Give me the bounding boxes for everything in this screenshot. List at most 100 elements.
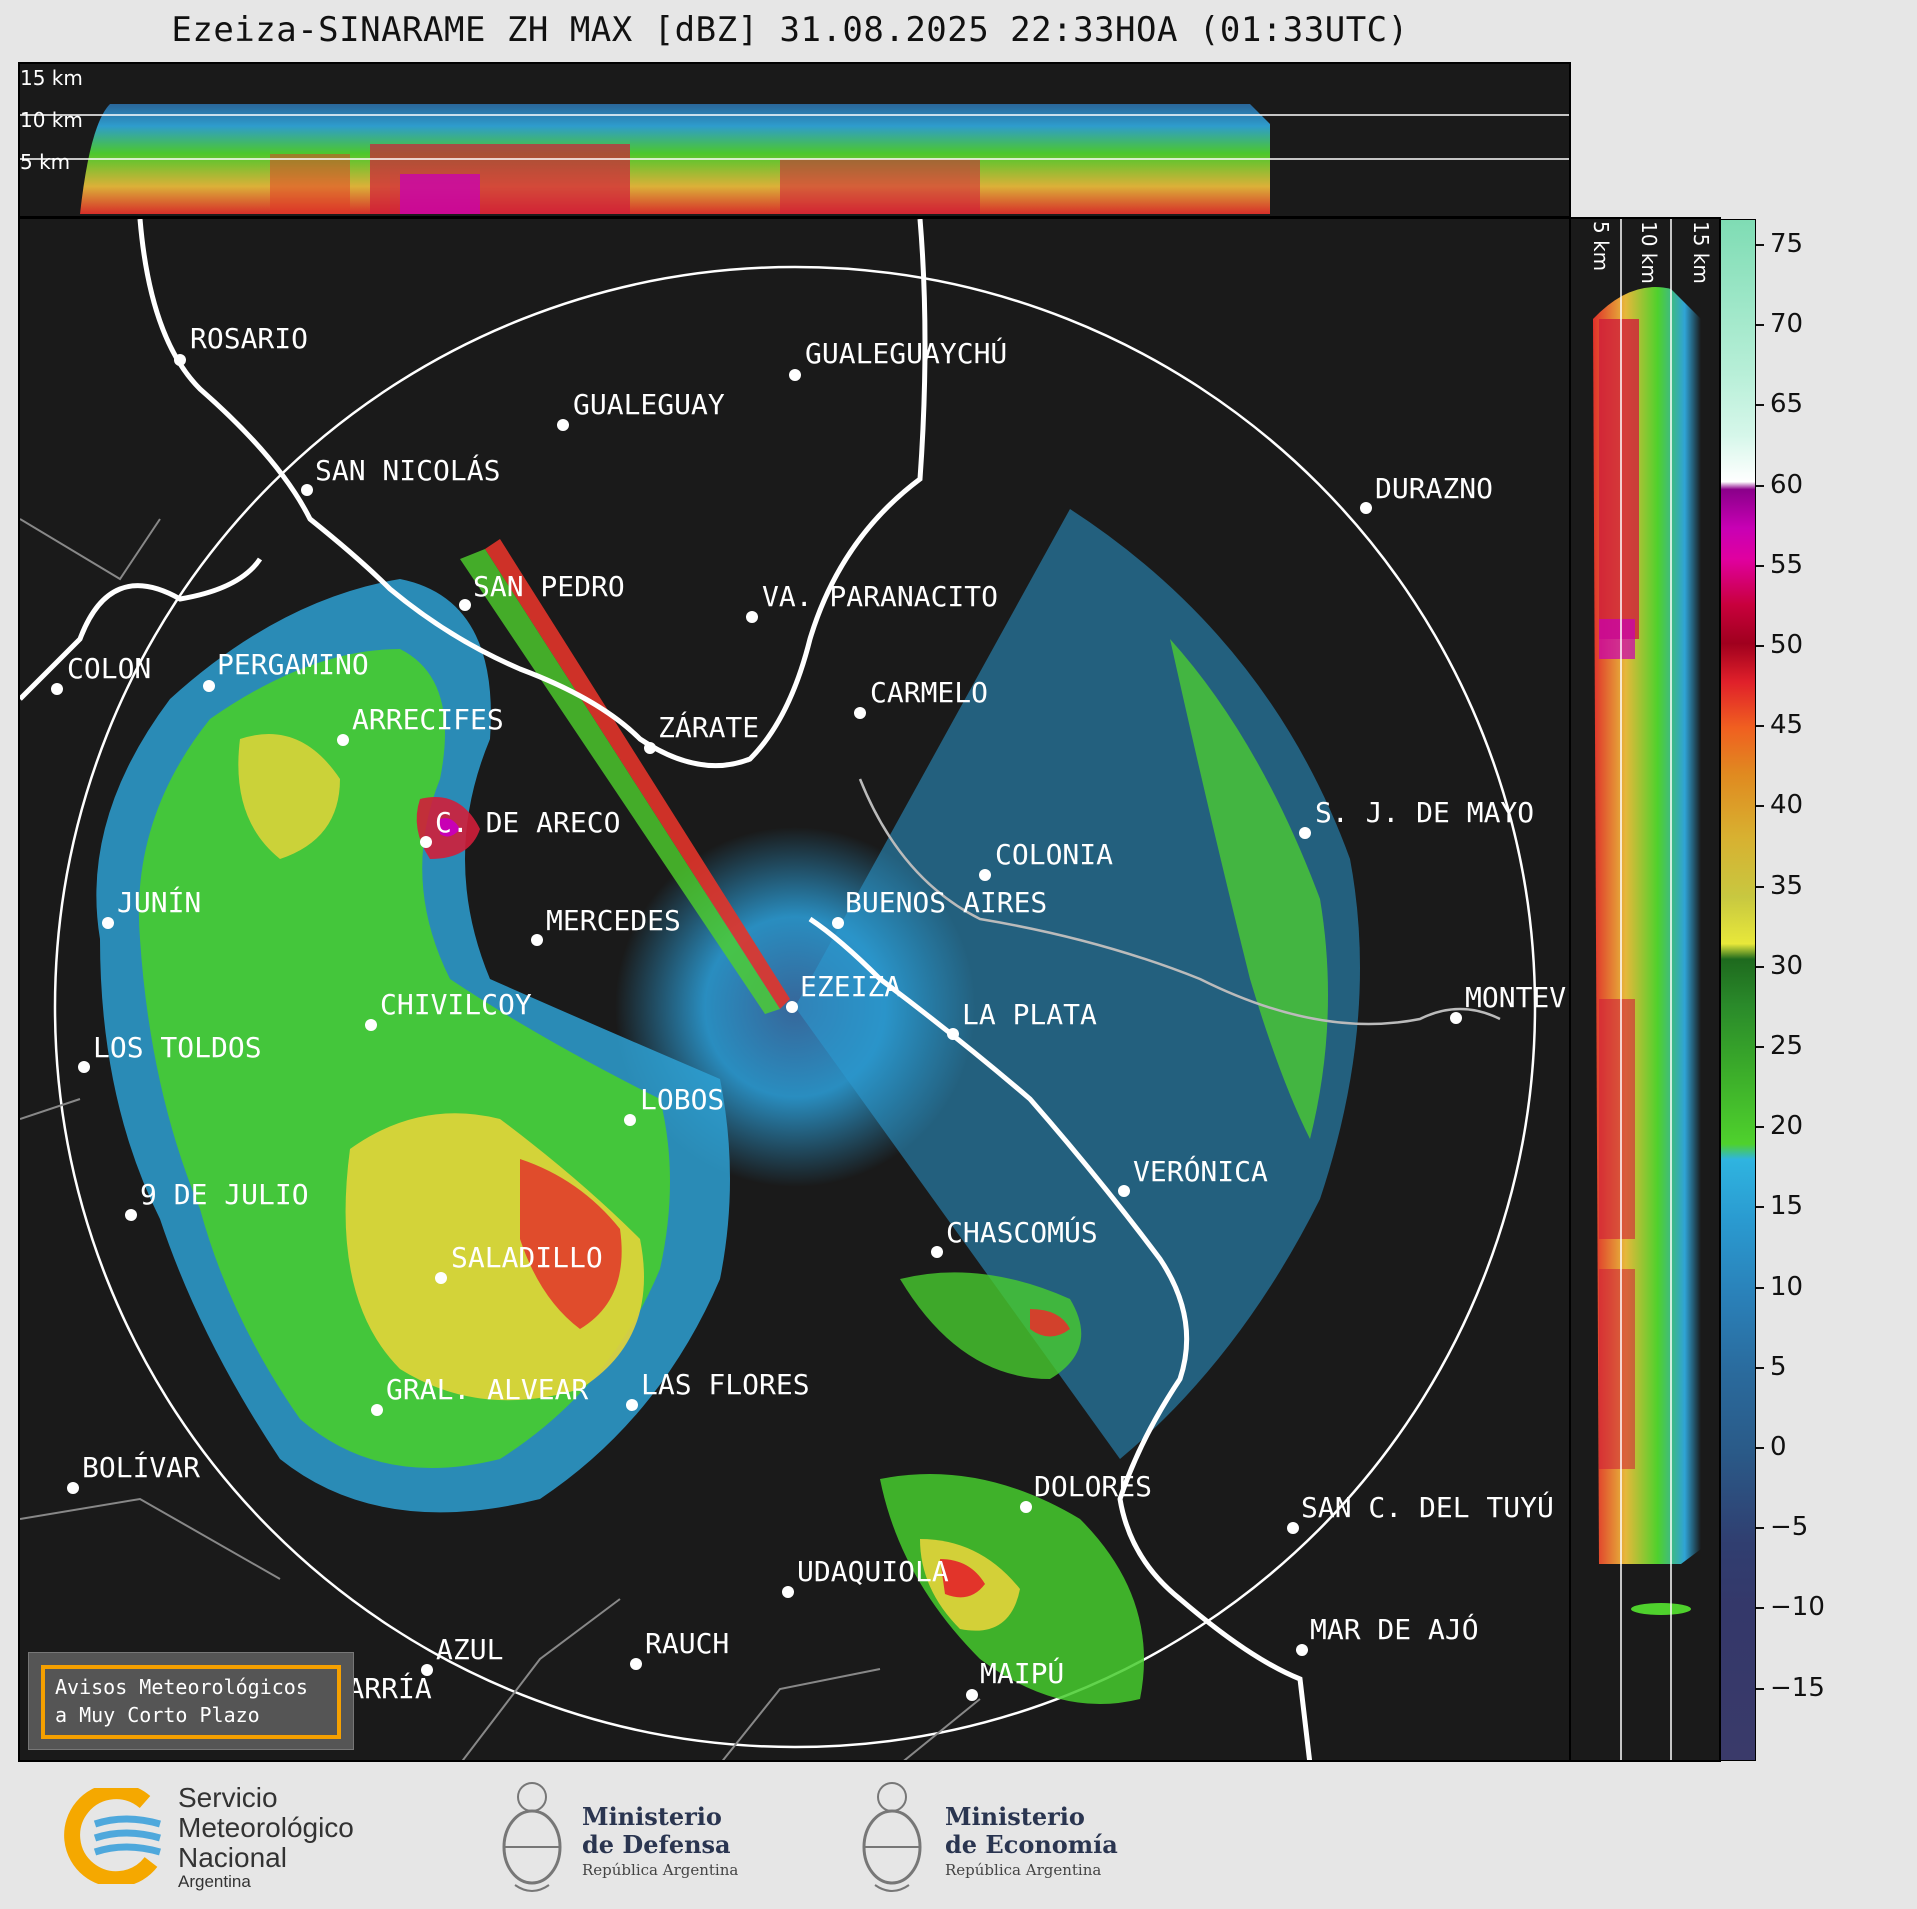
radar-map-panel xyxy=(18,217,1571,1762)
alert-link[interactable]: Avisos Meteorológicos a Muy Corto Plazo xyxy=(41,1665,341,1739)
colorbar-tick-label: 20 xyxy=(1770,1111,1804,1142)
city-label-dolores: DOLORES xyxy=(1034,1470,1153,1503)
side-cross-section-plot xyxy=(1593,219,1701,1760)
city-dot xyxy=(624,1114,636,1126)
city-label-arrecifes: ARRECIFES xyxy=(352,703,504,736)
colorbar-tick: 55 xyxy=(1755,549,1804,580)
city-dot xyxy=(832,917,844,929)
city-label-gualeguaychu: GUALEGUAYCHÚ xyxy=(805,337,1008,370)
smn-line-4: Argentina xyxy=(178,1872,251,1891)
city-dot xyxy=(435,1272,447,1284)
colorbar-tick: 70 xyxy=(1755,309,1804,340)
city-label-lobos: LOBOS xyxy=(640,1083,725,1116)
colorbar-tick-label: 5 xyxy=(1770,1351,1787,1382)
city-dot xyxy=(782,1586,794,1598)
colorbar-tick: 50 xyxy=(1755,630,1804,660)
city-label-gral-alvear: GRAL. ALVEAR xyxy=(386,1373,589,1406)
city-dot xyxy=(174,354,186,366)
city-dot xyxy=(1287,1522,1299,1534)
city-label-colonia: COLONIA xyxy=(995,838,1114,871)
city-label-s-j-de-mayo: S. J. DE MAYO xyxy=(1315,796,1535,829)
city-label-chascomus: CHASCOMÚS xyxy=(946,1216,1098,1249)
colorbar-tick: 30 xyxy=(1755,950,1804,981)
colorbar-tick-label: 30 xyxy=(1770,950,1804,981)
colorbar-tick: 45 xyxy=(1755,710,1804,741)
smn-logo-icon xyxy=(64,1788,161,1884)
city-dot xyxy=(746,611,758,623)
city-dot xyxy=(966,1689,978,1701)
city-dot xyxy=(78,1061,90,1073)
city-dot xyxy=(337,734,349,746)
dbz-colorbar xyxy=(1720,219,1756,1761)
city-label-colon: COLON xyxy=(67,652,152,685)
colorbar-tick-label: 60 xyxy=(1770,469,1804,500)
city-label-rauch: RAUCH xyxy=(645,1627,730,1660)
city-label-durazno: DURAZNO xyxy=(1375,472,1494,505)
city-dot xyxy=(947,1028,959,1040)
defensa-line-3: República Argentina xyxy=(582,1861,739,1879)
economia-line-2: de Economía xyxy=(945,1830,1118,1859)
colorbar-tick: −15 xyxy=(1756,1673,1825,1703)
city-label-la-plata: LA PLATA xyxy=(962,998,1097,1031)
city-dot xyxy=(786,1001,798,1013)
top-alt-label-5km: 5 km xyxy=(20,150,71,174)
side-cross-section-panel: 5 km 10 km 15 km xyxy=(1569,217,1721,1762)
city-dot xyxy=(1296,1644,1308,1656)
colorbar-tick: −5 xyxy=(1755,1512,1808,1542)
city-label-san-pedro: SAN PEDRO xyxy=(473,570,625,603)
radar-range-ring xyxy=(53,265,1537,1749)
alert-line-2: a Muy Corto Plazo xyxy=(55,1703,260,1727)
colorbar-tick: 10 xyxy=(1755,1271,1804,1302)
city-dot xyxy=(421,1664,433,1676)
side-alt-label-10km: 10 km xyxy=(1637,221,1661,284)
city-dot xyxy=(365,1019,377,1031)
colorbar-tick-label: 75 xyxy=(1770,229,1804,259)
colorbar-tick-label: 55 xyxy=(1770,549,1804,580)
colorbar-tick: −10 xyxy=(1756,1592,1825,1623)
city-label-buenos-aires: BUENOS AIRES xyxy=(845,886,1048,919)
city-label-san-nicolas: SAN NICOLÁS xyxy=(315,454,501,487)
city-dot xyxy=(125,1209,137,1221)
colorbar-tick-label: 40 xyxy=(1770,790,1804,821)
colorbar-tick-label: 70 xyxy=(1770,309,1804,340)
city-dot xyxy=(459,599,471,611)
colorbar-tick-label: 25 xyxy=(1770,1031,1804,1061)
city-label-bolivar: BOLÍVAR xyxy=(82,1451,201,1484)
city-dot xyxy=(371,1404,383,1416)
city-label-pergamino: PERGAMINO xyxy=(217,648,369,681)
city-label-udaquiola: UDAQUIOLA xyxy=(797,1555,949,1588)
alert-box[interactable]: Avisos Meteorológicos a Muy Corto Plazo xyxy=(28,1652,354,1750)
alert-line-1: Avisos Meteorológicos xyxy=(55,1675,308,1699)
city-dot xyxy=(1450,1012,1462,1024)
colorbar-tick-label: −10 xyxy=(1770,1592,1825,1623)
city-label-9-de-julio: 9 DE JULIO xyxy=(140,1178,309,1211)
smn-line-2: Meteorológico xyxy=(178,1812,354,1843)
city-label-azul: AZUL xyxy=(436,1633,504,1666)
city-label-los-toldos: LOS TOLDOS xyxy=(93,1031,262,1064)
city-dot xyxy=(979,869,991,881)
colorbar-tick-label: 15 xyxy=(1770,1191,1804,1222)
colorbar-tick: 15 xyxy=(1755,1191,1804,1222)
city-dot xyxy=(102,917,114,929)
side-alt-label-15km: 15 km xyxy=(1689,221,1713,284)
city-label-rosario: ROSARIO xyxy=(190,322,309,355)
coat-of-arms-icon xyxy=(862,1782,922,1892)
city-label-ezeiza: EZEIZA xyxy=(800,970,902,1003)
colorbar-tick-label: 50 xyxy=(1770,630,1804,660)
colorbar-tick: 75 xyxy=(1755,229,1804,259)
colorbar-tick-label: 45 xyxy=(1770,710,1804,741)
city-label-veronica: VERÓNICA xyxy=(1133,1155,1268,1188)
colorbar-tick-label: 10 xyxy=(1770,1271,1804,1302)
city-dot xyxy=(1020,1501,1032,1513)
city-dot xyxy=(644,742,656,754)
city-dot xyxy=(420,836,432,848)
city-dot xyxy=(931,1246,943,1258)
city-label-maipu: MAIPÚ xyxy=(980,1657,1065,1690)
city-dot xyxy=(531,934,543,946)
city-label-zarate: ZÁRATE xyxy=(658,711,760,744)
defensa-line-1: Ministerio xyxy=(582,1802,722,1831)
city-dot xyxy=(626,1399,638,1411)
city-label-mercedes: MERCEDES xyxy=(546,904,681,937)
city-label-junin: JUNÍN xyxy=(117,886,202,919)
city-dot xyxy=(630,1658,642,1670)
